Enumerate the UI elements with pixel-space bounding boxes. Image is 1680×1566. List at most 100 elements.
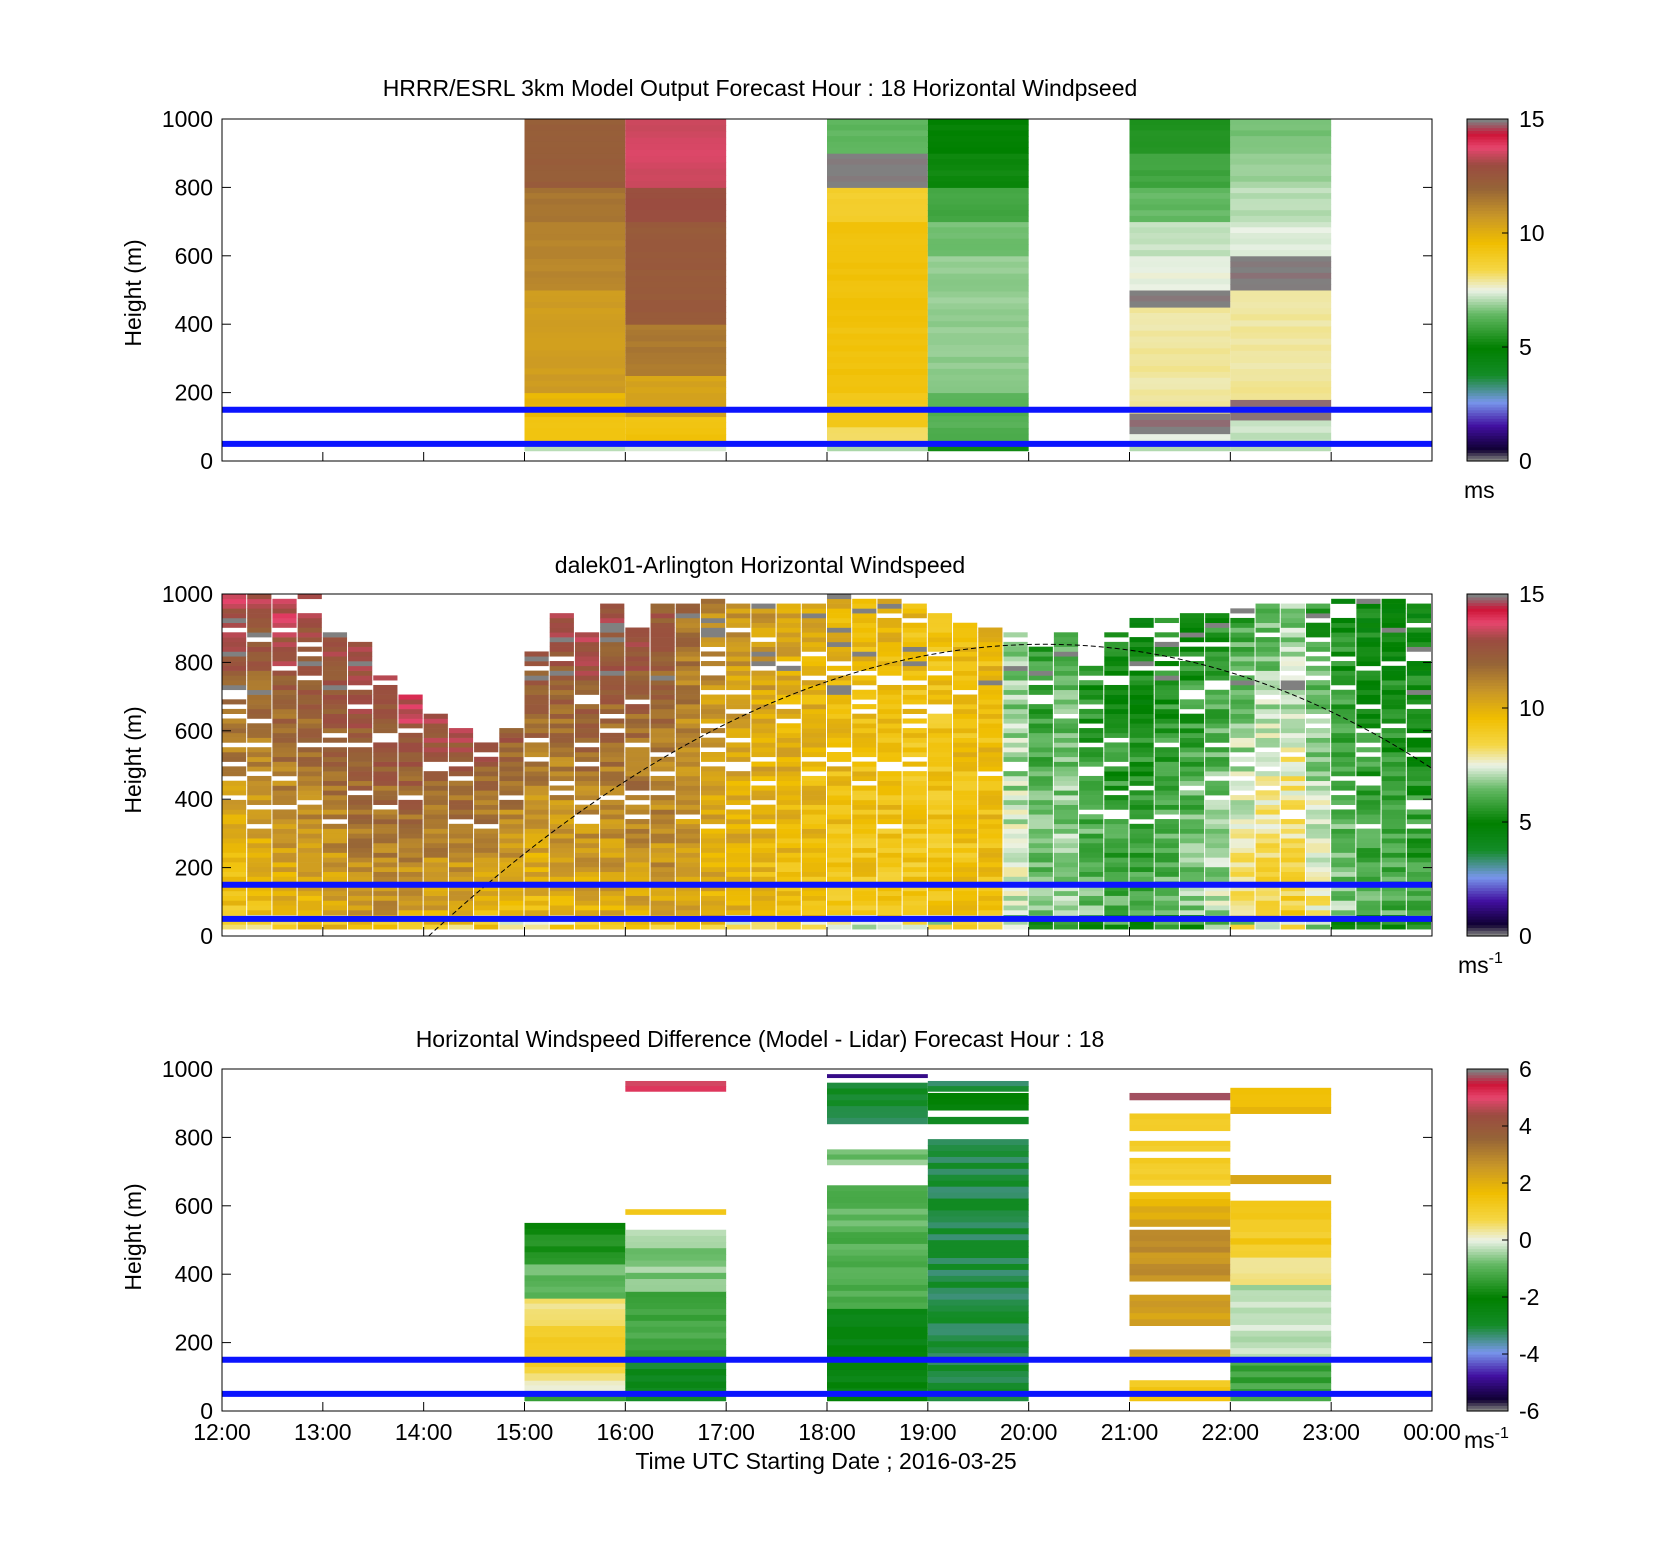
colorbar-segment xyxy=(1467,668,1508,672)
heatmap-cell xyxy=(927,1353,1029,1360)
heatmap-cell xyxy=(650,713,675,719)
colorbar-segment xyxy=(1467,1188,1508,1193)
heatmap-cell xyxy=(927,1275,1029,1283)
heatmap-cell xyxy=(1129,1387,1231,1395)
colorbar-segment xyxy=(1467,421,1508,425)
colorbar-segment xyxy=(1467,409,1508,414)
heatmap-cell xyxy=(524,187,626,194)
heatmap-cell xyxy=(1356,622,1381,628)
heatmap-cell xyxy=(348,689,373,695)
heatmap-cell xyxy=(1104,847,1129,853)
colorbar-segment xyxy=(1467,1348,1508,1352)
heatmap-cell xyxy=(1331,919,1356,925)
heatmap-cell xyxy=(247,680,272,686)
heatmap-cell xyxy=(222,924,247,930)
heatmap-cell xyxy=(927,723,953,729)
heatmap-cell xyxy=(1280,694,1305,700)
heatmap-cell xyxy=(348,833,373,839)
heatmap-cell xyxy=(625,1303,727,1310)
heatmap-cell xyxy=(348,842,373,849)
heatmap-cell xyxy=(751,732,776,738)
heatmap-cell xyxy=(852,838,877,844)
heatmap-cell xyxy=(827,752,852,758)
heatmap-cell xyxy=(801,814,826,820)
heatmap-cell xyxy=(1003,857,1028,863)
heatmap-cell xyxy=(1255,790,1280,796)
heatmap-cell xyxy=(549,684,574,691)
heatmap-cell xyxy=(1053,737,1079,743)
heatmap-cell xyxy=(398,905,423,911)
heatmap-cell xyxy=(373,838,398,844)
heatmap-cell xyxy=(827,1100,928,1107)
colorbar-segment xyxy=(1467,1339,1508,1344)
heatmap-cell xyxy=(272,718,297,724)
colorbar-segment xyxy=(1467,1259,1508,1264)
heatmap-cell xyxy=(1381,924,1406,930)
heatmap-cell xyxy=(524,823,549,829)
colorbar-segment xyxy=(1467,418,1508,422)
heatmap-cell xyxy=(1129,366,1231,373)
heatmap-cell xyxy=(877,670,902,676)
colorbar-segment xyxy=(1467,352,1508,357)
heatmap-cell xyxy=(953,713,978,719)
heatmap-cell xyxy=(1331,780,1356,786)
heatmap-cell xyxy=(1053,871,1079,877)
heatmap-cell xyxy=(1305,627,1331,633)
heatmap-cell xyxy=(1205,857,1230,863)
heatmap-cell xyxy=(474,814,499,820)
heatmap-cell xyxy=(1305,646,1331,652)
heatmap-cell xyxy=(1028,756,1053,762)
heatmap-cell xyxy=(650,699,675,705)
heatmap-cell xyxy=(1406,608,1431,614)
heatmap-cell xyxy=(1079,819,1104,825)
heatmap-cell xyxy=(549,680,574,686)
colorbar-segment xyxy=(1467,1322,1508,1327)
heatmap-cell xyxy=(625,756,650,762)
heatmap-cell xyxy=(272,771,297,777)
heatmap-cell xyxy=(322,680,348,686)
x-ticks: 12:00 13:00 14:00 15:00 16:00 17:00 18:0… xyxy=(193,1419,1461,1445)
heatmap-cell xyxy=(1003,732,1028,738)
heatmap-cell xyxy=(1003,833,1028,839)
colorbar-segment xyxy=(1467,195,1508,200)
heatmap-cell xyxy=(927,866,953,873)
heatmap-cell xyxy=(927,204,1029,211)
heatmap-cell xyxy=(524,1252,626,1259)
heatmap-cell xyxy=(1179,857,1205,863)
heatmap-cell xyxy=(650,680,675,686)
heatmap-cell xyxy=(877,732,902,738)
heatmap-cell xyxy=(1003,713,1028,719)
heatmap-cell xyxy=(322,651,348,657)
heatmap-cell xyxy=(827,866,852,873)
heatmap-cell xyxy=(675,890,700,896)
heatmap-cell xyxy=(751,814,776,820)
heatmap-cell xyxy=(1255,857,1280,863)
heatmap-cell xyxy=(1129,1349,1231,1356)
heatmap-cell xyxy=(1104,838,1129,844)
heatmap-cell xyxy=(524,210,626,217)
heatmap-cell xyxy=(524,1240,626,1247)
heatmap-cell xyxy=(801,761,826,767)
heatmap-cell xyxy=(927,1174,1029,1182)
heatmap-cell xyxy=(574,847,600,853)
heatmap-cell xyxy=(1205,862,1230,868)
heatmap-cell xyxy=(978,737,1003,743)
y-axis-label: Height (m) xyxy=(120,706,146,813)
heatmap-cell xyxy=(1104,886,1129,892)
heatmap-cell xyxy=(700,819,726,825)
heatmap-cell xyxy=(877,637,902,643)
heatmap-cell xyxy=(1154,684,1179,691)
colorbar-segment xyxy=(1467,309,1508,314)
heatmap-cell xyxy=(852,761,877,767)
heatmap-cell xyxy=(448,795,474,801)
heatmap-cell xyxy=(348,804,373,810)
heatmap-cell xyxy=(978,828,1003,834)
heatmap-cell xyxy=(1154,699,1179,705)
heatmap-cell xyxy=(524,766,549,772)
heatmap-cell xyxy=(1230,900,1255,906)
colorbar-segment xyxy=(1467,1154,1508,1158)
heatmap-cell xyxy=(1381,617,1406,624)
heatmap-cell xyxy=(348,699,373,705)
heatmap-cell xyxy=(877,723,902,729)
colorbar-segment xyxy=(1467,1282,1508,1287)
